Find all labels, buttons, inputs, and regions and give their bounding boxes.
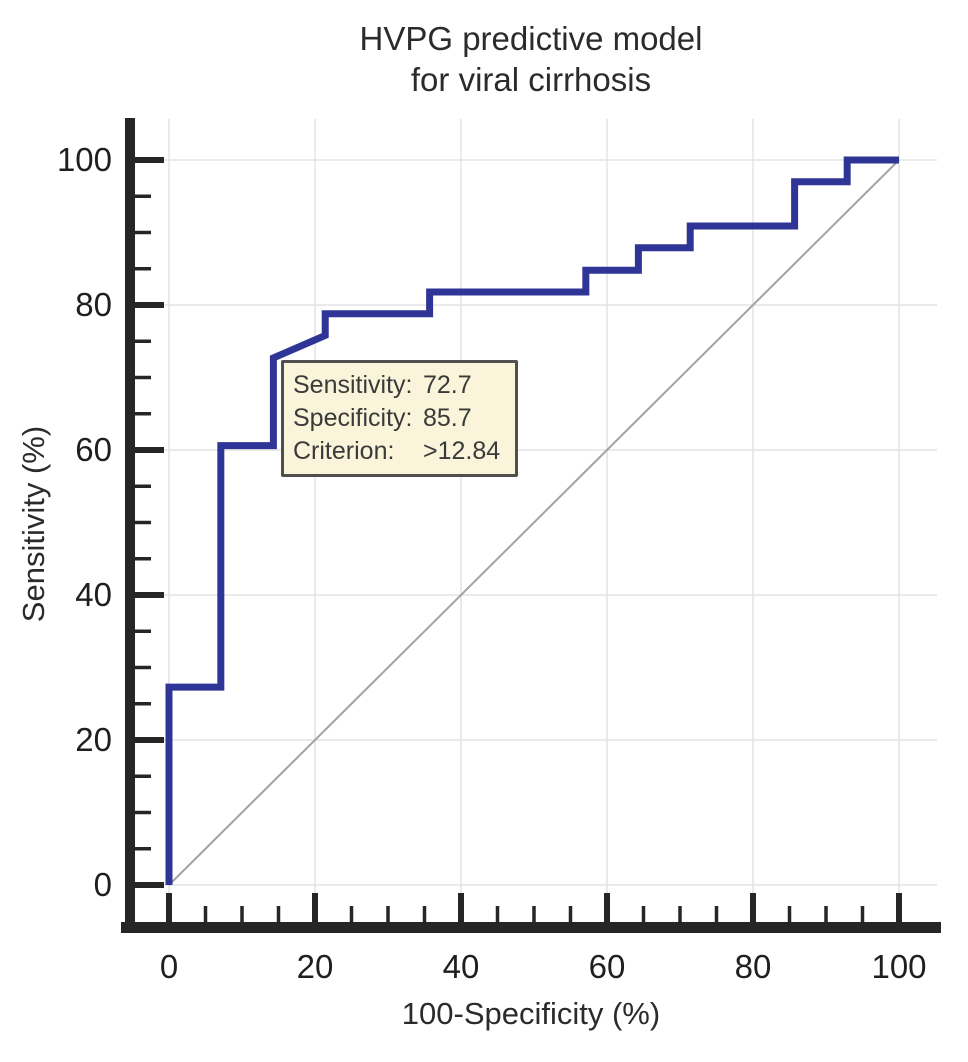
annotation-sensitivity-label: Sensitivity: [293,371,413,399]
grid-lines [135,119,937,922]
x-tick-label: 40 [443,948,480,985]
y-axis-spine [125,118,135,933]
roc-curve-line [165,156,899,885]
y-tick-label: 20 [75,721,112,758]
annotation-specificity-value: 85.7 [423,404,472,432]
x-tick-label: 20 [297,948,334,985]
chart-title-line-1: HVPG predictive model [359,20,703,57]
annotation-sensitivity-value: 72.7 [423,371,472,399]
tick-labels: 0 20 40 60 80 100 0 20 40 60 80 100 [57,141,927,985]
y-tick-label: 0 [94,866,112,903]
x-axis-title: 100-Specificity (%) [401,996,661,1031]
y-tick-label: 60 [75,431,112,468]
annotation-specificity-label: Specificity: [293,404,413,432]
criterion-annotation-box: Sensitivity: 72.7 Specificity: 85.7 Crit… [281,360,518,477]
annotation-criterion-label: Criterion: [293,437,395,465]
y-tick-label: 80 [75,286,112,323]
x-axis-spine [121,922,941,933]
y-axis-title: Sensitivity (%) [16,425,51,623]
y-tick-label: 100 [57,141,112,178]
x-tick-label: 0 [160,948,178,985]
annotation-criterion-value: >12.84 [423,437,501,465]
x-tick-label: 100 [871,948,926,985]
x-tick-label: 80 [735,948,772,985]
chart-title-line-2: for viral cirrhosis [410,61,652,98]
chart-title: HVPG predictive model for viral cirrhosi… [121,18,941,100]
y-tick-label: 40 [75,576,112,613]
x-tick-label: 60 [589,948,626,985]
reference-diagonal-line [168,159,900,886]
axis-ticks [135,157,902,922]
